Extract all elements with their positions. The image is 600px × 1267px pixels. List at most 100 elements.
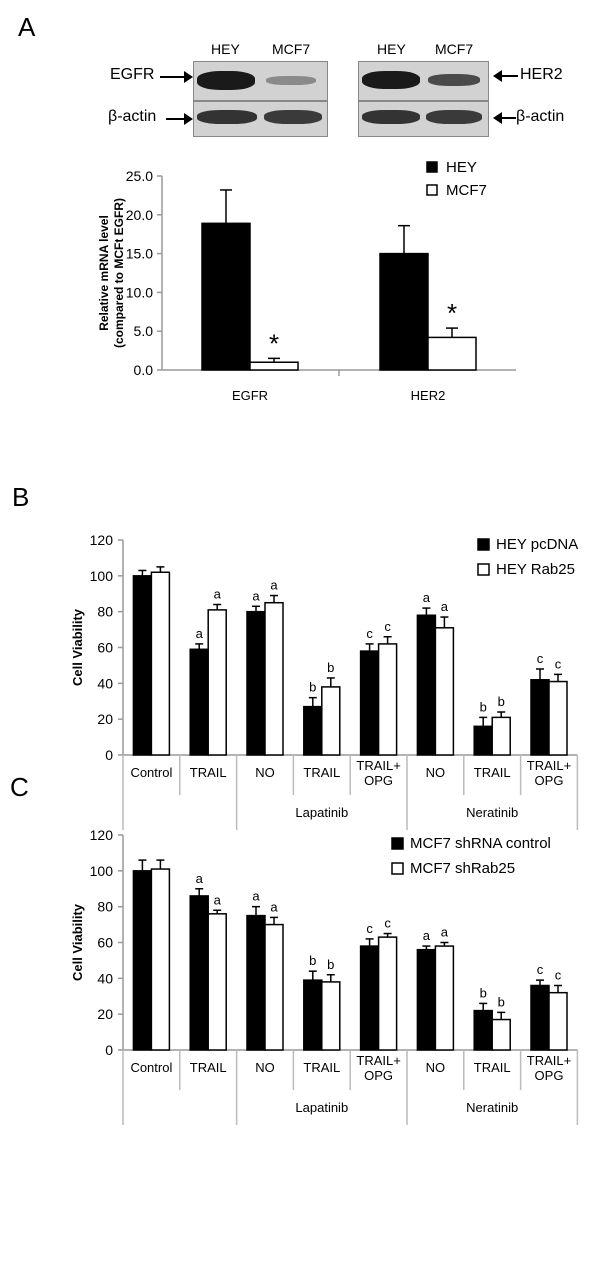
x-category-label: TRAIL+ xyxy=(356,1053,400,1068)
bar xyxy=(189,648,209,756)
bar xyxy=(246,914,266,1051)
y-tick-label: 60 xyxy=(97,640,113,656)
significance-letter: b xyxy=(327,957,334,972)
legend-swatch xyxy=(477,538,490,551)
arrow-right-icon xyxy=(166,118,186,120)
x-category-label: NO xyxy=(426,765,446,780)
y-tick-label: 0 xyxy=(105,1042,113,1058)
bar xyxy=(207,913,227,1051)
legend-label: MCF7 xyxy=(446,182,487,199)
blot-label-actin-left: β-actin xyxy=(108,108,157,125)
significance-letter: b xyxy=(498,994,505,1009)
bar xyxy=(473,725,493,756)
bar xyxy=(530,679,550,756)
blot-lane-label: MCF7 xyxy=(435,41,474,57)
blot-band xyxy=(266,76,316,85)
y-tick-label: 10.0 xyxy=(126,284,153,300)
x-category-label: TRAIL+ xyxy=(356,758,400,773)
y-tick-label: 100 xyxy=(90,863,114,879)
y-tick-label: 120 xyxy=(90,827,114,843)
y-tick-label: 20 xyxy=(97,1006,113,1022)
significance-marker: * xyxy=(447,298,457,328)
blot-band xyxy=(428,74,480,86)
arrowhead-icon xyxy=(493,112,502,124)
bar-mcf7 xyxy=(427,336,477,371)
bar xyxy=(150,571,171,756)
significance-letter: a xyxy=(214,587,222,602)
group-label: Neratinib xyxy=(466,805,518,820)
bar-mcf7 xyxy=(249,361,299,371)
significance-letter: a xyxy=(196,626,204,641)
bar-hey xyxy=(379,252,429,371)
bar xyxy=(150,868,171,1051)
significance-letter: c xyxy=(384,619,391,634)
bar xyxy=(359,945,380,1051)
x-category-label: NO xyxy=(255,765,275,780)
y-tick-label: 120 xyxy=(90,532,114,548)
bar xyxy=(359,650,380,756)
bar xyxy=(264,923,284,1051)
bar xyxy=(491,716,511,756)
arrowhead-icon xyxy=(493,70,502,82)
legend-label: MCF7 shRNA control xyxy=(410,835,551,852)
arrow-left-icon xyxy=(500,75,518,77)
arrow-right-icon xyxy=(160,76,186,78)
bar xyxy=(473,1009,493,1051)
legend-swatch xyxy=(477,563,490,576)
bar xyxy=(132,870,153,1051)
blot-lane-label: HEY xyxy=(377,41,406,57)
bar xyxy=(377,936,398,1051)
significance-letter: a xyxy=(214,892,222,907)
significance-letter: a xyxy=(270,899,278,914)
significance-letter: c xyxy=(555,656,562,671)
group-label: Lapatinib xyxy=(295,1100,348,1115)
bar xyxy=(246,610,266,756)
legend-label: HEY pcDNA xyxy=(496,536,578,553)
x-category-label: TRAIL+ xyxy=(527,758,571,773)
significance-letter: b xyxy=(327,660,334,675)
bar xyxy=(321,981,341,1051)
legend-swatch xyxy=(426,161,438,173)
y-tick-label: 25.0 xyxy=(126,168,153,184)
arrowhead-icon xyxy=(184,71,193,83)
y-tick-label: 80 xyxy=(97,604,113,620)
y-tick-label: 0.0 xyxy=(134,362,154,378)
x-category-label: OPG xyxy=(535,773,564,788)
bar xyxy=(548,680,568,756)
blot-lane-label: MCF7 xyxy=(272,41,311,57)
y-tick-label: 20.0 xyxy=(126,207,153,223)
y-tick-label: 0 xyxy=(105,747,113,763)
x-category-label: TRAIL+ xyxy=(527,1053,571,1068)
y-tick-label: 60 xyxy=(97,935,113,951)
bar xyxy=(303,705,323,756)
bar xyxy=(416,948,437,1051)
x-category-label: TRAIL xyxy=(190,765,227,780)
x-category-label: OPG xyxy=(364,773,393,788)
bar-hey xyxy=(201,222,251,371)
x-category-label: TRAIL xyxy=(303,765,340,780)
y-tick-label: 80 xyxy=(97,899,113,915)
arrowhead-icon xyxy=(184,113,193,125)
significance-letter: a xyxy=(423,590,431,605)
x-category-label: TRAIL xyxy=(474,1060,511,1075)
x-category-label: NO xyxy=(255,1060,275,1075)
y-tick-label: 100 xyxy=(90,568,114,584)
x-category-label: NO xyxy=(426,1060,446,1075)
legend-label: MCF7 shRab25 xyxy=(410,860,515,877)
blot-lane-label: HEY xyxy=(211,41,240,57)
panel-label-b: B xyxy=(12,482,30,512)
y-axis-label: Relative mRNA level(compared to MCFt EGF… xyxy=(97,198,126,348)
bar xyxy=(548,991,568,1051)
significance-letter: a xyxy=(270,578,278,593)
significance-marker: * xyxy=(269,328,279,358)
legend-label: HEY Rab25 xyxy=(496,561,575,578)
legend-swatch xyxy=(391,837,404,850)
panel-label-a: A xyxy=(18,12,36,42)
x-category-label: HER2 xyxy=(411,388,446,403)
blot-label-her2: HER2 xyxy=(520,66,563,83)
blot-label-actin-right: β-actin xyxy=(516,108,565,125)
x-category-label: TRAIL xyxy=(474,765,511,780)
bar xyxy=(303,979,323,1051)
